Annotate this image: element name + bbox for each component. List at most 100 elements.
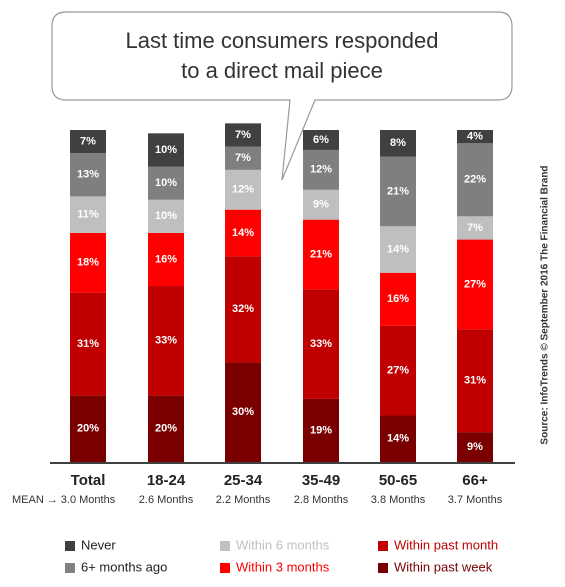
bar-segment [148, 286, 184, 396]
bar-segment [70, 196, 106, 233]
bar-segment [148, 395, 184, 462]
data-label: 16% [387, 293, 409, 305]
bar-segment [148, 232, 184, 287]
mean-value: 3.8 Months [371, 494, 426, 506]
data-label: 18% [77, 257, 99, 269]
mean-value: 2.6 Months [139, 494, 194, 506]
data-label: 10% [155, 144, 177, 156]
data-label: 33% [155, 335, 177, 347]
data-label: 16% [155, 253, 177, 265]
bar-segment [457, 432, 493, 462]
bar-segment [70, 153, 106, 197]
x-tick-label: 18-24 [147, 472, 186, 489]
bar-segment [70, 292, 106, 396]
bar-segment [303, 219, 339, 290]
legend-swatch [65, 563, 75, 573]
data-label: 7% [80, 136, 96, 148]
x-tick-label: 50-65 [379, 472, 417, 489]
bar-segment [303, 289, 339, 399]
bar-segment [303, 130, 339, 150]
data-label: 27% [387, 365, 409, 377]
bar-segment [457, 143, 493, 217]
data-label: 30% [232, 406, 254, 418]
mean-value: 2.2 Months [216, 494, 271, 506]
bar-segment [303, 398, 339, 462]
data-label: 10% [155, 177, 177, 189]
bar-segment [70, 130, 106, 154]
data-label: 31% [77, 338, 99, 350]
bar-segment [380, 272, 416, 326]
bar-segment [148, 199, 184, 233]
data-label: 14% [232, 227, 254, 239]
bar-segment [457, 239, 493, 330]
bar-segment [380, 226, 416, 273]
legend-label: Within 6 months [236, 537, 330, 552]
bar-segment [380, 415, 416, 462]
bar-segment [225, 146, 261, 170]
chart-title: to a direct mail piece [181, 58, 383, 83]
legend-label: 6+ months ago [81, 559, 167, 574]
data-label: 21% [387, 185, 409, 197]
bar-segment [303, 189, 339, 220]
bar-segment [225, 362, 261, 462]
bar-segment [380, 156, 416, 227]
data-label: 33% [310, 338, 332, 350]
bar-segment [457, 329, 493, 433]
legend-swatch [378, 541, 388, 551]
data-label: 20% [155, 423, 177, 435]
mean-value: 3.7 Months [448, 494, 503, 506]
bar-segment [303, 149, 339, 190]
data-label: 27% [464, 278, 486, 290]
bar-segment [380, 325, 416, 416]
legend-swatch [65, 541, 75, 551]
data-label: 14% [387, 243, 409, 255]
legend-swatch [378, 563, 388, 573]
data-label: 19% [310, 424, 332, 436]
data-label: 4% [467, 131, 483, 143]
bar-segment [225, 256, 261, 363]
data-label: 21% [310, 248, 332, 260]
legend-label: Within 3 months [236, 559, 330, 574]
bar-segment [225, 123, 261, 147]
source: Source: InfoTrends © September 2016 The … [540, 165, 551, 444]
data-label: 7% [235, 129, 251, 141]
bar-segment [457, 216, 493, 240]
data-label: 31% [464, 375, 486, 387]
data-label: 6% [313, 134, 329, 146]
data-label: 10% [155, 210, 177, 222]
legend-swatch [220, 541, 230, 551]
bar-segment [225, 169, 261, 210]
x-tick-label: Total [71, 472, 106, 489]
data-label: 32% [232, 303, 254, 315]
data-label: 8% [390, 137, 406, 149]
data-label: 20% [77, 423, 99, 435]
x-tick-label: 35-49 [302, 472, 340, 489]
legend-label: Never [81, 537, 116, 552]
x-tick-label: 66+ [462, 472, 488, 489]
data-label: 12% [232, 184, 254, 196]
mean-value: 2.8 Months [294, 494, 349, 506]
chart-title: Last time consumers responded [125, 28, 438, 53]
mean-label: MEAN → [12, 494, 58, 506]
bar-segment [457, 130, 493, 144]
bar-segment [148, 133, 184, 167]
data-label: 22% [464, 174, 486, 186]
bar-segment [380, 130, 416, 157]
data-label: 9% [313, 199, 329, 211]
legend-swatch [220, 563, 230, 573]
data-label: 11% [77, 209, 99, 221]
data-label: 12% [310, 164, 332, 176]
data-label: 13% [77, 169, 99, 181]
legend-label: Within past week [394, 559, 493, 574]
data-label: 7% [467, 222, 483, 234]
bar-segment [148, 166, 184, 200]
mean-value: 3.0 Months [61, 494, 116, 506]
bar-segment [225, 209, 261, 257]
x-tick-label: 25-34 [224, 472, 263, 489]
bar-segment [70, 395, 106, 462]
data-label: 7% [235, 152, 251, 164]
data-label: 9% [467, 441, 483, 453]
data-label: 14% [387, 433, 409, 445]
bar-segment [70, 232, 106, 293]
